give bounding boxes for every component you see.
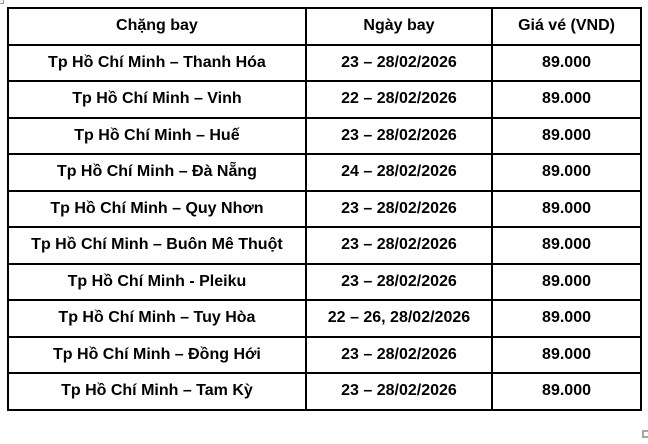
route-cell: Tp Hồ Chí Minh – Buôn Mê Thuột xyxy=(7,226,307,265)
table-row: Tp Hồ Chí Minh – Đồng Hới 23 – 28/02/202… xyxy=(7,335,642,374)
route-cell: Tp Hồ Chí Minh – Thanh Hóa xyxy=(7,43,307,82)
table-row: Tp Hồ Chí Minh - Pleiku 23 – 28/02/2026 … xyxy=(7,262,642,301)
route-cell: Tp Hồ Chí Minh – Tuy Hòa xyxy=(7,299,307,338)
date-cell: 23 – 28/02/2026 xyxy=(304,116,494,155)
date-cell: 24 – 28/02/2026 xyxy=(304,153,494,192)
table-row: Tp Hồ Chí Minh – Quy Nhơn 23 – 28/02/202… xyxy=(7,189,642,228)
price-cell: 89.000 xyxy=(491,80,642,119)
table-row: Tp Hồ Chí Minh – Tam Kỳ 23 – 28/02/2026 … xyxy=(7,372,642,411)
price-cell: 89.000 xyxy=(491,226,642,265)
date-cell: 23 – 28/02/2026 xyxy=(304,189,494,228)
table-row: Tp Hồ Chí Minh – Buôn Mê Thuột 23 – 28/0… xyxy=(7,226,642,265)
date-cell: 22 – 26, 28/02/2026 xyxy=(304,299,494,338)
column-header-route: Chặng bay xyxy=(7,7,307,46)
date-cell: 23 – 28/02/2026 xyxy=(304,226,494,265)
date-cell: 22 – 28/02/2026 xyxy=(304,80,494,119)
price-cell: 89.000 xyxy=(491,299,642,338)
route-cell: Tp Hồ Chí Minh – Tam Kỳ xyxy=(7,372,307,411)
price-cell: 89.000 xyxy=(491,372,642,411)
date-cell: 23 – 28/02/2026 xyxy=(304,372,494,411)
table-resize-handle[interactable] xyxy=(642,430,648,438)
route-cell: Tp Hồ Chí Minh – Quy Nhơn xyxy=(7,189,307,228)
column-header-date: Ngày bay xyxy=(304,7,494,46)
table-row: Tp Hồ Chí Minh – Vinh 22 – 28/02/2026 89… xyxy=(7,80,642,119)
price-cell: 89.000 xyxy=(491,262,642,301)
route-cell: Tp Hồ Chí Minh – Vinh xyxy=(7,80,307,119)
table-row: Tp Hồ Chí Minh – Đà Nẵng 24 – 28/02/2026… xyxy=(7,153,642,192)
table-row: Tp Hồ Chí Minh – Thanh Hóa 23 – 28/02/20… xyxy=(7,43,642,82)
price-cell: 89.000 xyxy=(491,116,642,155)
date-cell: 23 – 28/02/2026 xyxy=(304,43,494,82)
price-cell: 89.000 xyxy=(491,43,642,82)
table-row: Tp Hồ Chí Minh – Huế 23 – 28/02/2026 89.… xyxy=(7,116,642,155)
route-cell: Tp Hồ Chí Minh – Huế xyxy=(7,116,307,155)
price-cell: 89.000 xyxy=(491,153,642,192)
table-row: Tp Hồ Chí Minh – Tuy Hòa 22 – 26, 28/02/… xyxy=(7,299,642,338)
table-header-row: Chặng bay Ngày bay Giá vé (VND) xyxy=(7,7,642,46)
column-header-price: Giá vé (VND) xyxy=(491,7,642,46)
route-cell: Tp Hồ Chí Minh - Pleiku xyxy=(7,262,307,301)
date-cell: 23 – 28/02/2026 xyxy=(304,335,494,374)
route-cell: Tp Hồ Chí Minh – Đồng Hới xyxy=(7,335,307,374)
price-cell: 89.000 xyxy=(491,335,642,374)
date-cell: 23 – 28/02/2026 xyxy=(304,262,494,301)
route-cell: Tp Hồ Chí Minh – Đà Nẵng xyxy=(7,153,307,192)
price-cell: 89.000 xyxy=(491,189,642,228)
table-move-handle[interactable] xyxy=(0,0,4,4)
fare-table: Chặng bay Ngày bay Giá vé (VND) Tp Hồ Ch… xyxy=(7,7,642,411)
